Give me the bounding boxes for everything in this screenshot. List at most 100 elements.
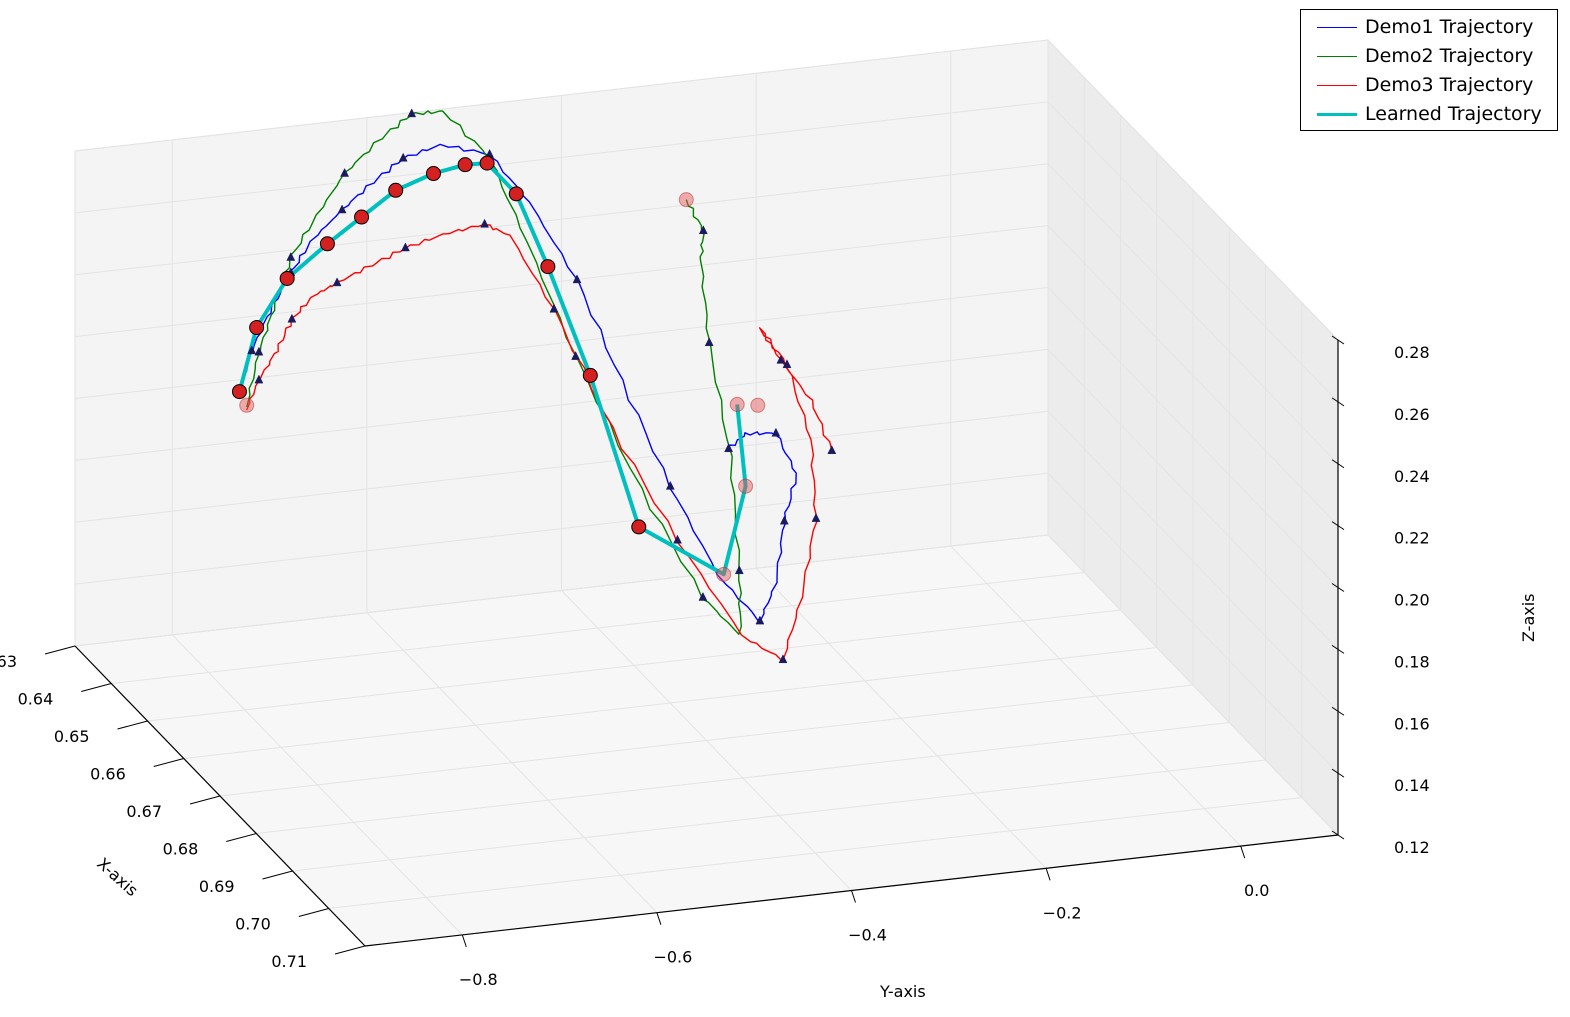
triangle-marker <box>254 374 264 384</box>
keypoint-circle <box>716 566 732 582</box>
legend-swatch-learned <box>1317 113 1357 116</box>
z-gridline <box>74 472 1339 774</box>
y-tick-label: 0.0 <box>1244 881 1269 900</box>
triangle-marker <box>698 225 708 235</box>
keypoint-circle <box>388 182 404 198</box>
z-tick-label: 0.16 <box>1394 714 1430 733</box>
z-tick-label: 0.20 <box>1394 591 1430 610</box>
x-tick-label: 0.66 <box>90 765 126 784</box>
x-tick-label: 0.68 <box>163 840 199 859</box>
z-tick-label: 0.26 <box>1394 405 1430 424</box>
series-demo3-line <box>246 224 833 663</box>
z-gridline <box>74 39 1339 341</box>
triangle-marker <box>286 251 296 261</box>
x-tick <box>334 945 366 955</box>
keypoint-circle <box>729 396 745 412</box>
triangle-marker <box>776 354 786 364</box>
x-tick-label: 0.71 <box>271 952 307 971</box>
triangle-marker <box>673 534 682 544</box>
legend-swatch-demo1 <box>1317 27 1357 28</box>
keypoint-circle-faded <box>678 192 694 208</box>
z-tick <box>1331 521 1345 531</box>
triangle-marker <box>287 313 297 323</box>
z-tick <box>1331 335 1345 345</box>
x-tick <box>298 908 329 917</box>
triangle-marker <box>340 167 350 177</box>
z-gridline <box>74 163 1339 465</box>
legend-label-demo3: Demo3 Trajectory <box>1365 74 1534 96</box>
series-demo1-line <box>238 143 797 624</box>
y-tick <box>1045 868 1051 881</box>
keypoint-circle <box>354 209 370 225</box>
triangle-marker <box>811 513 821 522</box>
legend-label-demo2: Demo2 Trajectory <box>1365 45 1534 67</box>
triangle-marker <box>398 152 408 162</box>
triangle-marker <box>734 565 744 575</box>
z-gridline <box>74 225 1339 526</box>
triangle-marker <box>247 345 257 355</box>
axes-panes <box>73 38 1340 947</box>
z-gridline <box>74 101 1339 403</box>
z-gridline <box>74 410 1339 712</box>
x-tick <box>44 645 76 655</box>
legend-item-demo3: Demo3 Trajectory <box>1301 71 1557 99</box>
keypoint-circle <box>738 478 754 494</box>
y-axis-label: Y-axis <box>879 982 926 1001</box>
x-tick <box>81 683 112 692</box>
z-tick <box>1331 830 1345 840</box>
z-tick-label: 0.22 <box>1394 529 1430 548</box>
y-tick <box>656 912 662 925</box>
keypoint-circle-faded <box>750 397 766 413</box>
triangle-marker <box>480 218 490 228</box>
y-tick <box>1240 845 1246 859</box>
y-tick-label: −0.2 <box>1043 903 1082 922</box>
z-tick-label: 0.28 <box>1394 343 1430 362</box>
x-tick-label: 0.65 <box>54 727 90 746</box>
keypoint-circle <box>540 259 556 275</box>
z-tick <box>1331 706 1345 716</box>
x-tick-label: 0.64 <box>18 690 54 709</box>
x-axis-label: X-axis <box>93 854 141 900</box>
series-learned-line <box>237 161 748 577</box>
y-tick <box>851 890 856 903</box>
keypoint-circle <box>231 384 247 400</box>
x-tick-label: 0.69 <box>199 877 235 896</box>
x-tick <box>262 870 293 880</box>
z-gridline <box>74 348 1339 650</box>
z-tick <box>1331 583 1345 592</box>
x-tick <box>189 795 221 805</box>
series-demo2-line <box>246 110 742 635</box>
triangle-marker <box>698 591 708 601</box>
x-tick-label: 0.63 <box>0 652 17 671</box>
z-gridline <box>74 534 1339 836</box>
y-tick-label: −0.6 <box>653 948 692 967</box>
z-tick-label: 0.24 <box>1394 467 1430 486</box>
triangle-marker <box>400 242 410 252</box>
z-tick <box>1331 644 1345 654</box>
x-tick <box>153 758 184 767</box>
tick-labels: 0.63 0.640.650.660.670.680.690.700.71 −0.8… <box>0 335 1430 989</box>
triangle-marker <box>827 445 837 454</box>
triangle-marker <box>665 480 675 490</box>
y-tick <box>461 934 467 948</box>
legend: Demo1 Trajectory Demo2 Trajectory Demo3 … <box>1300 9 1558 131</box>
legend-label-learned: Learned Trajectory <box>1365 103 1542 125</box>
triangle-marker <box>704 337 714 347</box>
keypoint-circle-faded <box>239 397 255 413</box>
x-tick-label: 0.67 <box>126 802 162 821</box>
triangle-marker <box>782 359 792 369</box>
legend-swatch-demo2 <box>1317 56 1357 57</box>
legend-item-learned: Learned Trajectory <box>1301 100 1557 128</box>
triangle-marker <box>571 351 581 360</box>
keypoint-circle <box>582 367 598 383</box>
z-tick-label: 0.14 <box>1394 776 1430 795</box>
z-tick <box>1331 768 1345 778</box>
x-tick <box>226 833 257 842</box>
z-tick-label: 0.18 <box>1394 652 1430 671</box>
keypoint-circle <box>425 166 441 182</box>
legend-swatch-demo3 <box>1317 85 1357 86</box>
z-tick <box>1331 459 1345 469</box>
z-tick <box>1331 397 1345 407</box>
x-tick-label: 0.70 <box>235 915 271 934</box>
